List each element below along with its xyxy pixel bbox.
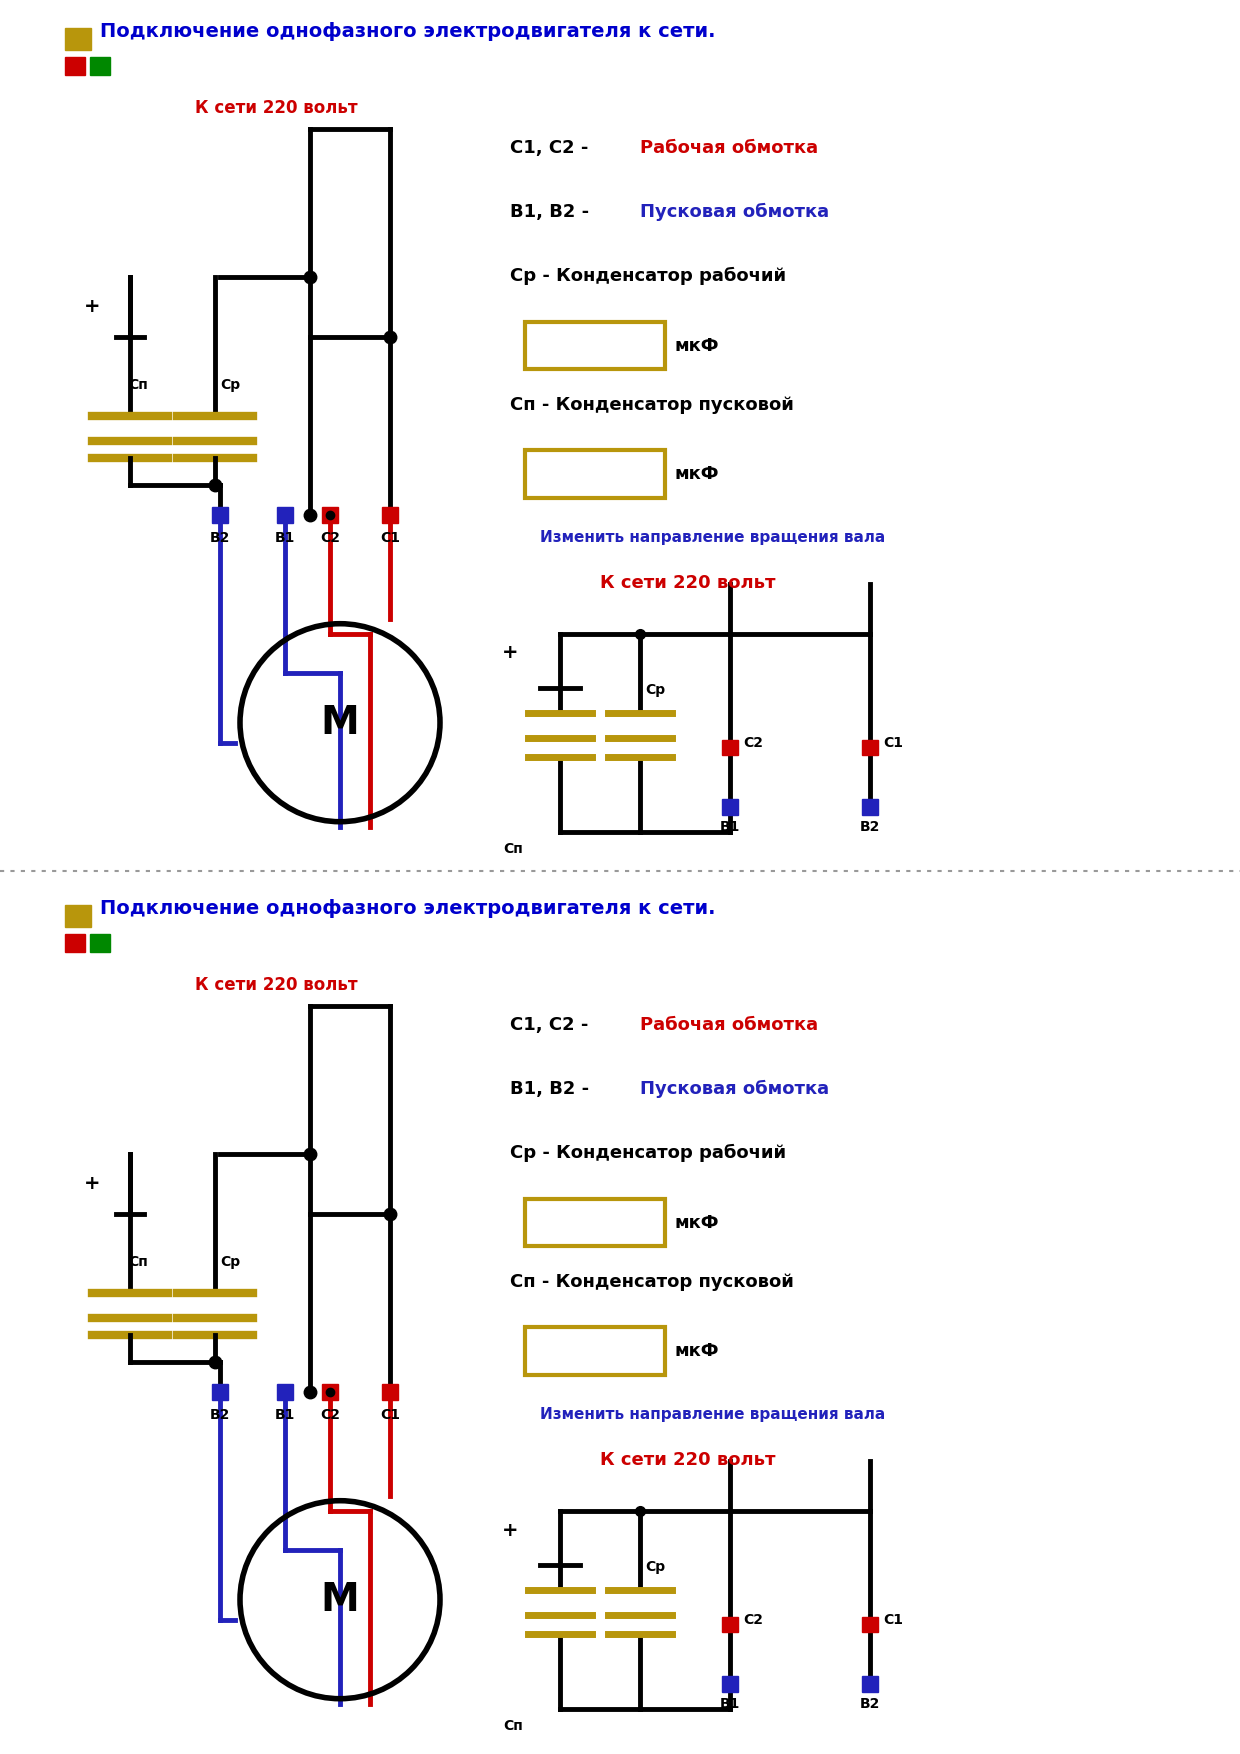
Bar [525,451,665,498]
Bar [722,740,738,756]
Text: Ср - Конденсатор рабочий: Ср - Конденсатор рабочий [510,1144,786,1163]
Text: мкФ: мкФ [675,465,719,484]
Bar [91,935,110,952]
Bar [722,1675,738,1693]
Text: В1, В2 -: В1, В2 - [510,1080,595,1098]
Text: +: + [84,1173,100,1193]
Text: Пусковая обмотка: Пусковая обмотка [640,203,830,221]
Text: Подключение однофазного электродвигателя к сети.: Подключение однофазного электродвигателя… [100,898,715,917]
Text: С2: С2 [743,1612,763,1626]
Text: С2: С2 [320,1408,340,1422]
Bar [64,58,86,75]
Text: В2: В2 [859,819,880,833]
Text: Ср: Ср [645,1559,665,1573]
Text: В2: В2 [210,1408,231,1422]
Text: +: + [502,644,518,663]
Bar [862,1617,878,1633]
Bar [862,1675,878,1693]
Bar [64,905,91,926]
Text: С1: С1 [379,1408,401,1422]
Bar [722,798,738,816]
Text: К сети 220 вольт: К сети 220 вольт [600,1451,775,1470]
Text: +: + [502,1521,518,1540]
Bar [212,507,228,523]
Text: Рабочая обмотка: Рабочая обмотка [640,139,818,156]
Text: К сети 220 вольт: К сети 220 вольт [195,98,357,118]
Text: М: М [321,703,360,742]
Text: С1, С2 -: С1, С2 - [510,139,595,156]
Text: Рабочая обмотка: Рабочая обмотка [640,1016,818,1033]
Text: В2: В2 [210,531,231,545]
Text: Подключение однофазного электродвигателя к сети.: Подключение однофазного электродвигателя… [100,21,715,40]
Text: С1: С1 [379,531,401,545]
Text: С1: С1 [883,735,903,749]
Text: К сети 220 вольт: К сети 220 вольт [600,574,775,593]
Bar [525,321,665,370]
Text: Ср: Ср [219,379,241,393]
Text: Сп - Конденсатор пусковой: Сп - Конденсатор пусковой [510,396,794,414]
Bar [277,1384,293,1400]
Text: С2: С2 [320,531,340,545]
Text: Сп: Сп [503,842,523,856]
Text: Ср: Ср [645,682,665,696]
Bar [64,935,86,952]
Text: В1: В1 [719,1696,740,1710]
Text: М: М [321,1580,360,1619]
Text: В1, В2 -: В1, В2 - [510,203,595,221]
Bar [64,28,91,49]
Text: Сп - Конденсатор пусковой: Сп - Конденсатор пусковой [510,1273,794,1291]
Bar [862,798,878,816]
Text: В1: В1 [275,1408,295,1422]
Bar [91,58,110,75]
Bar [322,1384,339,1400]
Bar [525,1328,665,1375]
Bar [322,507,339,523]
Text: мкФ: мкФ [675,1342,719,1361]
Text: Изменить направление вращения вала: Изменить направление вращения вала [539,1407,885,1422]
Text: С1: С1 [883,1612,903,1626]
Bar [382,507,398,523]
Text: В2: В2 [859,1696,880,1710]
Text: В1: В1 [275,531,295,545]
Text: Сп: Сп [128,1256,148,1270]
Text: Ср - Конденсатор рабочий: Ср - Конденсатор рабочий [510,267,786,286]
Text: С2: С2 [743,735,763,749]
Bar [722,1617,738,1633]
Text: Сп: Сп [128,379,148,393]
Text: Ср: Ср [219,1256,241,1270]
Bar [862,740,878,756]
Bar [382,1384,398,1400]
Text: Изменить направление вращения вала: Изменить направление вращения вала [539,530,885,545]
Text: Пусковая обмотка: Пусковая обмотка [640,1080,830,1098]
Text: С1, С2 -: С1, С2 - [510,1016,595,1033]
Bar [212,1384,228,1400]
Text: К сети 220 вольт: К сети 220 вольт [195,975,357,995]
Text: В1: В1 [719,819,740,833]
Text: +: + [84,296,100,316]
Text: мкФ: мкФ [675,337,719,354]
Bar [277,507,293,523]
Text: мкФ: мкФ [675,1214,719,1231]
Bar [525,1198,665,1247]
Text: Сп: Сп [503,1719,523,1733]
